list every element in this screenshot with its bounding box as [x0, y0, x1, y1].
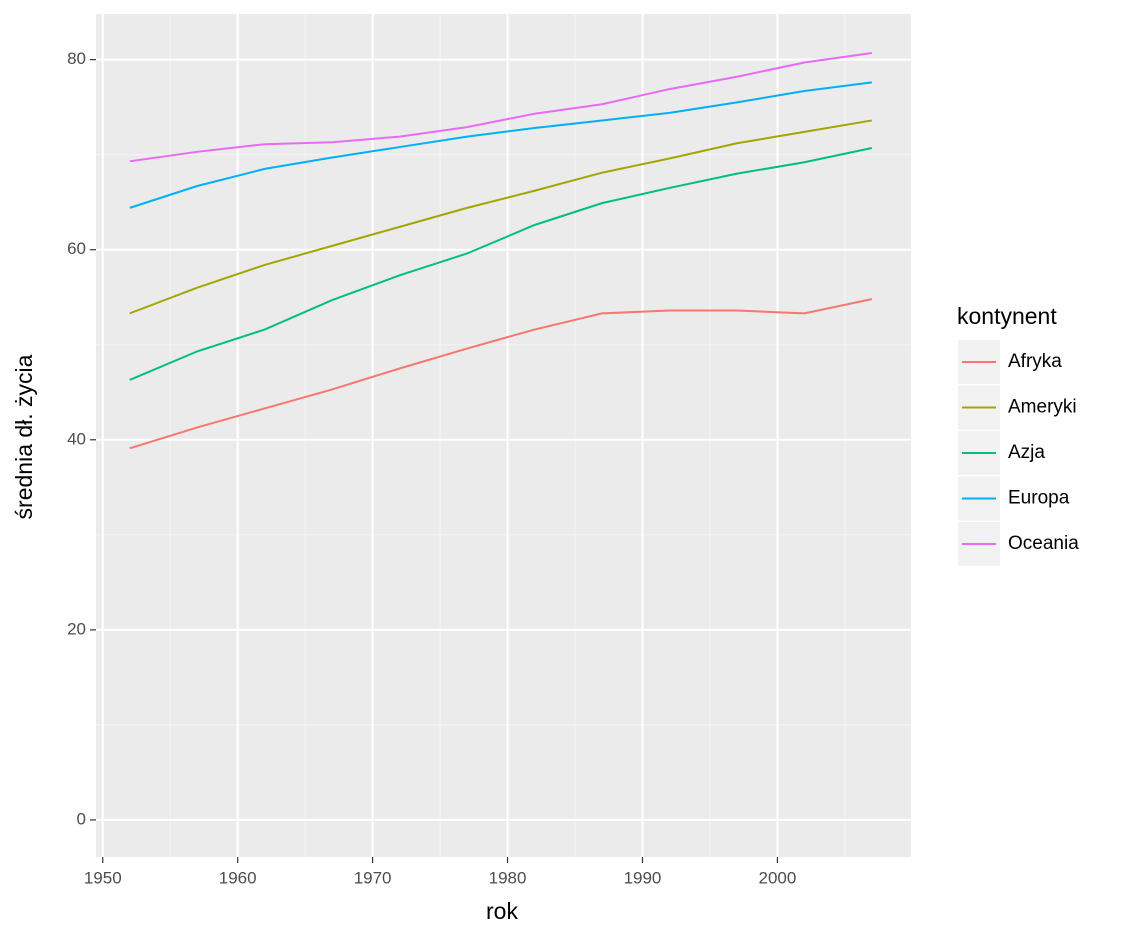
y-tick-label: 0: [77, 809, 86, 828]
series-line: [129, 81, 872, 209]
x-tick-label: 2000: [759, 868, 797, 887]
legend-label: Oceania: [1008, 533, 1079, 554]
panel: [96, 14, 911, 857]
legend-title: kontynent: [957, 303, 1057, 329]
y-tick-label: 80: [67, 49, 86, 68]
y-tick-label: 60: [67, 239, 86, 258]
series-line: [129, 298, 873, 450]
x-tick-label: 1970: [354, 868, 392, 887]
y-axis-title: średnia dł. życia: [11, 354, 37, 519]
x-tick-label: 1960: [219, 868, 257, 887]
y-tick-label: 20: [67, 619, 86, 638]
legend-label: Afryka: [1008, 351, 1062, 372]
series-line: [129, 147, 873, 381]
x-axis-title: rok: [486, 898, 518, 924]
legend-label: Ameryki: [1008, 397, 1077, 418]
series-line: [129, 119, 873, 315]
x-tick-label: 1980: [489, 868, 527, 887]
legend-label: Azja: [1008, 442, 1045, 463]
x-tick-label: 1950: [84, 868, 122, 887]
series-line: [129, 51, 873, 163]
x-tick-label: 1990: [624, 868, 662, 887]
legend-label: Europa: [1008, 488, 1070, 509]
y-tick-label: 40: [67, 429, 86, 448]
